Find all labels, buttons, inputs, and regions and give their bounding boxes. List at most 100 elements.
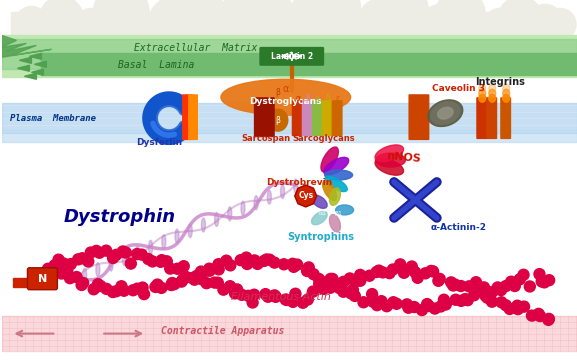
FancyBboxPatch shape (332, 100, 343, 136)
Circle shape (197, 274, 208, 285)
Circle shape (212, 277, 223, 288)
Circle shape (288, 261, 299, 272)
Circle shape (388, 297, 399, 308)
Circle shape (422, 299, 433, 310)
Circle shape (260, 289, 271, 300)
Text: β: β (275, 88, 280, 97)
Circle shape (287, 258, 298, 269)
Circle shape (191, 270, 202, 282)
Text: Laminin 2: Laminin 2 (271, 52, 313, 61)
Circle shape (162, 256, 173, 267)
Circle shape (117, 246, 128, 257)
Text: Cys: Cys (298, 191, 313, 200)
Circle shape (50, 266, 61, 277)
Circle shape (544, 8, 576, 40)
Text: δ: δ (325, 94, 330, 103)
Circle shape (512, 304, 523, 315)
Circle shape (77, 253, 88, 264)
Text: Dysferlin: Dysferlin (136, 138, 182, 147)
Circle shape (128, 285, 138, 296)
Circle shape (308, 286, 319, 297)
Circle shape (331, 279, 342, 290)
Circle shape (196, 266, 207, 277)
Circle shape (280, 294, 291, 305)
Circle shape (334, 283, 345, 293)
Circle shape (297, 297, 308, 308)
Circle shape (445, 277, 456, 288)
Ellipse shape (489, 94, 496, 102)
Circle shape (287, 296, 298, 307)
Circle shape (346, 288, 357, 299)
Text: ε: ε (336, 94, 340, 103)
Circle shape (137, 282, 148, 293)
Circle shape (325, 273, 336, 284)
Ellipse shape (312, 195, 327, 208)
Circle shape (449, 279, 460, 290)
Circle shape (88, 284, 99, 295)
Circle shape (323, 281, 334, 292)
Circle shape (349, 291, 361, 301)
Circle shape (100, 245, 111, 256)
Circle shape (53, 254, 64, 265)
Ellipse shape (215, 213, 219, 226)
Circle shape (439, 294, 449, 305)
Ellipse shape (241, 201, 245, 215)
Circle shape (355, 269, 366, 280)
Ellipse shape (96, 263, 100, 277)
Circle shape (189, 274, 200, 285)
Circle shape (514, 274, 525, 285)
Circle shape (325, 282, 336, 293)
Circle shape (263, 291, 273, 302)
Circle shape (318, 277, 329, 288)
Polygon shape (24, 73, 36, 79)
Circle shape (16, 6, 47, 38)
Circle shape (504, 304, 515, 314)
Circle shape (433, 275, 444, 286)
Circle shape (421, 4, 460, 44)
Circle shape (318, 283, 329, 294)
Ellipse shape (221, 79, 351, 115)
Circle shape (384, 268, 395, 279)
Ellipse shape (294, 179, 298, 193)
Circle shape (159, 0, 223, 40)
Circle shape (65, 273, 76, 284)
FancyBboxPatch shape (321, 100, 333, 136)
Circle shape (39, 0, 83, 40)
Circle shape (156, 282, 167, 293)
Circle shape (56, 268, 67, 279)
Text: Contractile Apparatus: Contractile Apparatus (161, 326, 284, 336)
Circle shape (440, 299, 451, 310)
Circle shape (243, 290, 254, 301)
Circle shape (83, 256, 93, 267)
Circle shape (85, 247, 96, 258)
Ellipse shape (479, 89, 486, 97)
Circle shape (544, 275, 554, 286)
Text: Sarcoglycans: Sarcoglycans (293, 134, 355, 143)
Ellipse shape (323, 181, 336, 200)
Circle shape (111, 286, 122, 297)
Circle shape (187, 273, 198, 283)
Circle shape (358, 297, 369, 308)
Text: Syntrophins: Syntrophins (287, 232, 354, 242)
Circle shape (258, 256, 269, 266)
Circle shape (351, 275, 362, 287)
Circle shape (455, 280, 466, 292)
Ellipse shape (503, 94, 509, 102)
Circle shape (512, 300, 523, 311)
Circle shape (368, 296, 379, 307)
Circle shape (116, 281, 127, 292)
FancyBboxPatch shape (182, 94, 192, 140)
Circle shape (482, 292, 493, 303)
Circle shape (209, 277, 220, 288)
Ellipse shape (324, 157, 349, 175)
Bar (12, 12, 567, 34)
Circle shape (181, 271, 192, 282)
Circle shape (526, 310, 537, 321)
Text: Dystrophin: Dystrophin (63, 208, 175, 226)
Circle shape (93, 0, 149, 40)
Text: Caveolin 3: Caveolin 3 (432, 84, 485, 93)
Circle shape (487, 287, 498, 297)
Circle shape (65, 258, 76, 270)
Text: N: N (38, 274, 47, 284)
Circle shape (132, 248, 143, 260)
